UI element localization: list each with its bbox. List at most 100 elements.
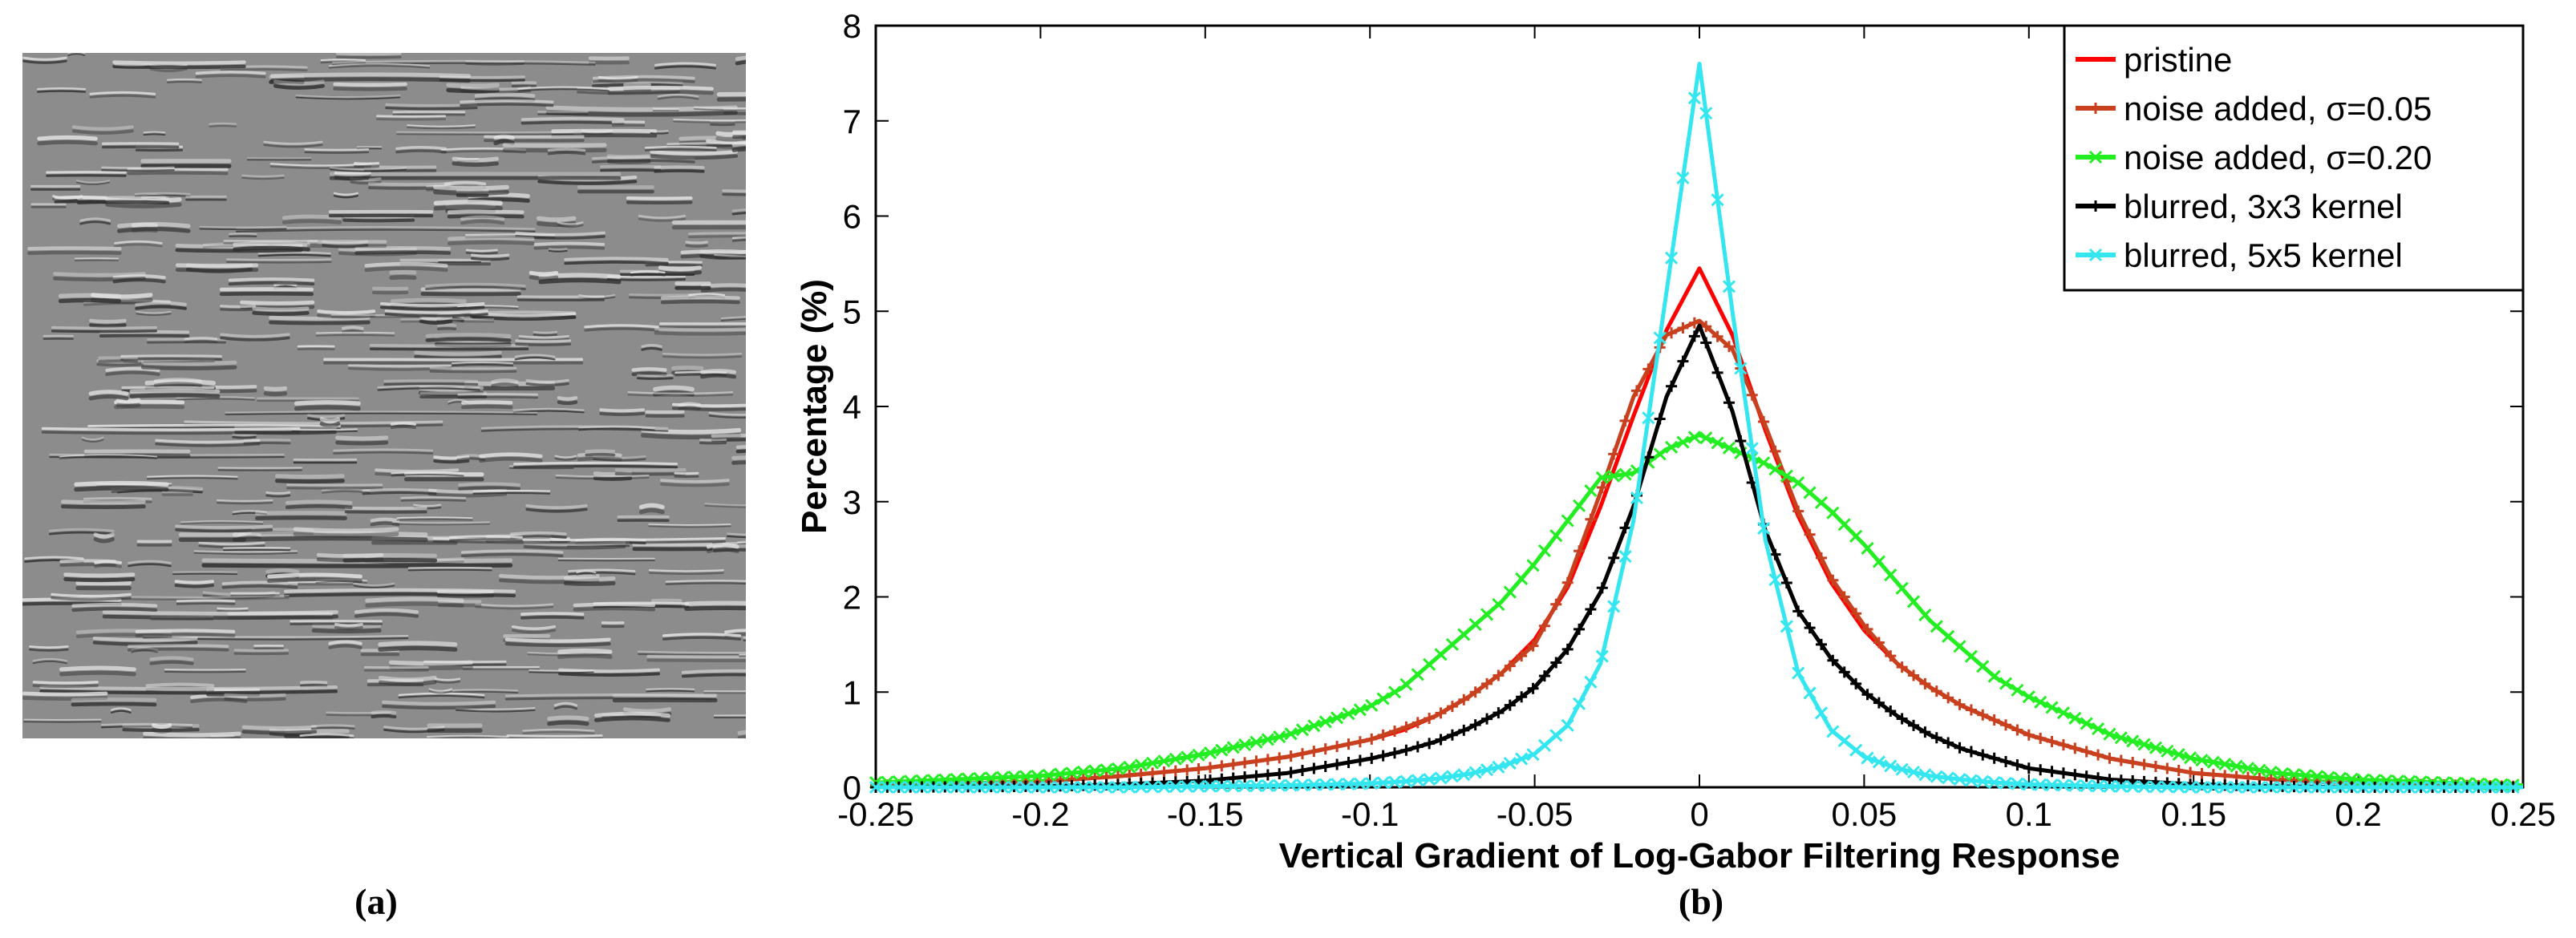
marker-x: [1930, 770, 1943, 783]
marker-plus: [1885, 650, 1897, 662]
marker-x: [2253, 763, 2266, 777]
marker-plus: [1389, 747, 1401, 759]
marker-plus: [1977, 749, 1989, 761]
marker-x: [1157, 754, 1171, 768]
y-tick-label: 8: [843, 7, 861, 45]
marker-x: [1042, 768, 1055, 782]
marker-plus: [1861, 689, 1873, 701]
marker-plus: [1458, 724, 1470, 736]
marker-plus: [2000, 719, 2012, 731]
marker-plus: [1746, 389, 1758, 401]
marker-plus: [1216, 773, 1228, 785]
marker-x: [2241, 762, 2255, 775]
marker-plus: [1446, 701, 1458, 713]
marker-x: [1100, 780, 1113, 794]
marker-x: [1607, 469, 1621, 483]
marker-x: [1837, 518, 1851, 532]
marker-x: [1192, 779, 1205, 793]
marker-plus: [1585, 603, 1597, 615]
marker-plus: [2196, 768, 2208, 780]
marker-plus: [1850, 608, 1862, 620]
marker-plus: [1550, 657, 1562, 669]
marker-plus: [2185, 766, 2197, 778]
marker-x: [1434, 771, 1448, 785]
marker-x: [1895, 581, 1909, 595]
marker-x: [1906, 765, 1921, 779]
marker-plus: [1354, 754, 1366, 766]
marker-x: [1872, 755, 1885, 769]
marker-x: [1181, 750, 1194, 764]
marker-x: [1803, 686, 1817, 700]
marker-x: [2356, 780, 2370, 794]
series-4: [869, 62, 2523, 794]
marker-plus: [1700, 337, 1712, 349]
marker-plus: [1158, 766, 1170, 778]
marker-x: [2276, 780, 2290, 794]
marker-x: [1895, 762, 1909, 776]
marker-x: [1031, 769, 1044, 782]
marker-x: [1215, 743, 1229, 757]
marker-x: [1423, 657, 1436, 671]
marker-x: [2403, 780, 2416, 794]
marker-plus: [1227, 772, 1239, 784]
marker-plus: [1469, 686, 1481, 698]
marker-x: [2172, 747, 2185, 762]
x-tick-label: -0.1: [1341, 795, 1399, 833]
marker-x: [1976, 660, 1990, 673]
marker-x: [2080, 779, 2093, 793]
marker-x: [2230, 759, 2243, 773]
marker-x: [1468, 766, 1482, 779]
marker-plus: [1965, 704, 1977, 716]
marker-x: [2126, 780, 2140, 794]
marker-x: [1318, 715, 1332, 729]
marker-x: [2322, 780, 2335, 794]
marker-x: [1284, 727, 1298, 741]
marker-x: [1503, 756, 1517, 770]
marker-x: [1031, 780, 1044, 794]
marker-x: [1123, 780, 1136, 794]
marker-plus: [1389, 725, 1401, 737]
marker-plus: [1331, 758, 1343, 770]
marker-x: [1653, 447, 1667, 461]
marker-x: [1434, 648, 1448, 661]
marker-plus: [1147, 767, 1159, 779]
marker-plus: [2011, 759, 2023, 771]
marker-plus: [1792, 505, 1804, 517]
marker-x: [1687, 91, 1701, 105]
marker-plus: [1816, 552, 1827, 564]
x-tick-label: 0.15: [2161, 795, 2226, 833]
marker-x: [938, 780, 952, 794]
marker-plus: [1285, 750, 1297, 762]
marker-x: [1238, 738, 1252, 752]
y-tick-label: 5: [843, 293, 861, 330]
marker-plus: [1942, 737, 1954, 749]
marker-plus: [1930, 685, 1942, 697]
marker-x: [1123, 760, 1136, 774]
marker-x: [2218, 780, 2232, 794]
marker-x: [2299, 769, 2312, 782]
marker-plus: [1930, 732, 1942, 744]
marker-x: [1065, 780, 1079, 794]
marker-x: [1676, 435, 1690, 449]
marker-plus: [1896, 713, 1908, 725]
marker-x: [2311, 770, 2324, 783]
marker-x: [2011, 683, 2024, 697]
marker-x: [1780, 469, 1793, 483]
marker-x: [1387, 685, 1402, 699]
marker-plus: [1504, 660, 1516, 672]
marker-x: [2483, 780, 2497, 794]
marker-plus: [1250, 755, 1262, 767]
marker-x: [1976, 774, 1990, 788]
marker-plus: [1827, 654, 1839, 666]
marker-x: [950, 780, 963, 794]
marker-x: [1515, 752, 1529, 766]
marker-x: [1295, 723, 1310, 737]
x-tick-label: 0.2: [2335, 795, 2381, 833]
marker-x: [1411, 668, 1424, 681]
marker-x: [1999, 776, 2013, 790]
marker-x: [1146, 756, 1160, 770]
marker-x: [1699, 107, 1713, 120]
marker-x: [2241, 780, 2255, 794]
marker-plus: [1838, 591, 1850, 603]
marker-x: [2034, 695, 2047, 709]
